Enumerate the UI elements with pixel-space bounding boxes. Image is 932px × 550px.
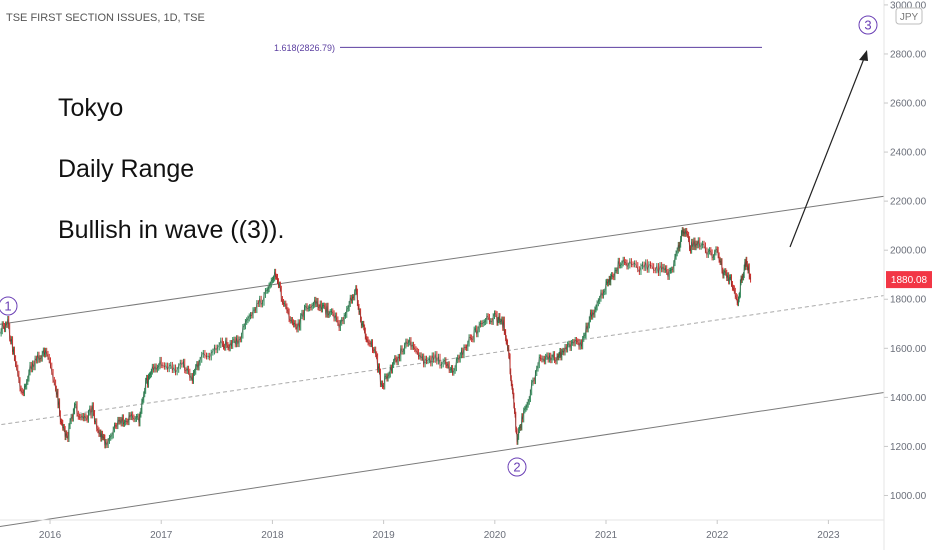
annotation-tokyo: Tokyo [58, 94, 123, 122]
y-tick-label: 1400.00 [890, 393, 927, 404]
chart-header: TSE FIRST SECTION ISSUES, 1D, TSE [6, 12, 205, 24]
channel-upper-line [0, 195, 885, 325]
arrow[interactable] [789, 50, 868, 248]
fib-label: 1.618(2826.79) [274, 43, 335, 53]
x-axis[interactable]: 2016 2017 2018 2019 2020 2021 2022 2023 [0, 519, 884, 541]
y-tick-label: 1600.00 [890, 344, 927, 355]
channel-lower-line [0, 391, 885, 528]
currency-label: JPY [900, 12, 919, 23]
last-price-tag: 1880.08 [886, 271, 932, 289]
x-tick-label: 2016 [39, 530, 62, 541]
y-tick-label: 2200.00 [890, 197, 927, 208]
x-tick-label: 2020 [484, 530, 507, 541]
wave-circle [0, 296, 18, 316]
x-tick-label: 2017 [150, 530, 173, 541]
x-tick-label: 2022 [706, 530, 729, 541]
y-tick-label: 1000.00 [890, 491, 927, 502]
fib-extension: 1.618(2826.79) [274, 43, 762, 53]
y-tick-label: 2600.00 [890, 99, 927, 110]
y-tick-label: 2400.00 [890, 148, 927, 159]
y-tick-label: 3000.00 [890, 0, 927, 11]
wave-1-marker: 1 [0, 296, 18, 316]
wave-circle [858, 15, 878, 35]
currency-badge[interactable]: JPY [895, 7, 923, 25]
channel-middle-line [0, 295, 885, 426]
y-tick-label: 1200.00 [890, 442, 927, 453]
y-axis[interactable]: 1000.00 1200.00 1400.00 1600.00 1800.00 2000.… [883, 0, 927, 550]
y-tick-label: 1800.00 [890, 295, 927, 306]
annotation-wave3: Bullish in wave ((3)). [58, 216, 284, 244]
wave-2-marker: 2 [507, 457, 527, 477]
y-tick-label: 2000.00 [890, 246, 927, 257]
price-line [0, 229, 751, 446]
x-tick-label: 2018 [261, 530, 284, 541]
x-tick-label: 2023 [817, 530, 840, 541]
price-series [0, 227, 752, 449]
x-tick-label: 2021 [595, 530, 618, 541]
annotation-daily-range: Daily Range [58, 155, 194, 183]
wave-label: 1 [4, 299, 11, 314]
wave-3-marker: 3 [858, 15, 878, 35]
wave-label: 3 [864, 18, 871, 33]
last-price-label: 1880.08 [891, 275, 928, 286]
y-tick-label: 2800.00 [890, 49, 927, 60]
wave-circle [507, 457, 527, 477]
wave-labels: 1 2 3 [0, 15, 878, 477]
x-tick-label: 2019 [372, 530, 395, 541]
wave-label: 2 [513, 460, 520, 475]
